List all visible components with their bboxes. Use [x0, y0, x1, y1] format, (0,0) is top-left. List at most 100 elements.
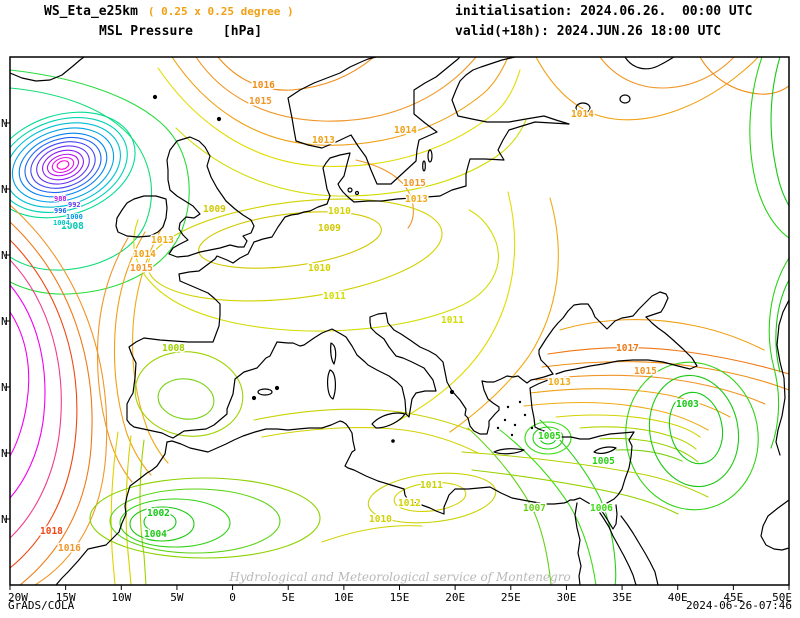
svg-text:1015: 1015 — [130, 263, 153, 274]
svg-text:1013: 1013 — [151, 235, 174, 246]
axis-ticks-layer: 20W 15W 10W 5W 0 5E 10E 15E 20E 25E 30E 35E 40E 45E 50… — [1, 117, 792, 604]
coast-africa-atlantic — [55, 441, 168, 585]
svg-text:1000: 1000 — [66, 213, 83, 221]
valid-time-label: valid(+18h): 2024.JUN.26 18:00 UTC — [455, 24, 722, 39]
svg-text:1002: 1002 — [147, 508, 170, 519]
svg-text:N: N — [1, 381, 8, 394]
coast-red-sea-east — [620, 515, 659, 585]
svg-text:1010: 1010 — [369, 514, 392, 525]
island-gotland — [427, 149, 433, 163]
svg-text:35E: 35E — [612, 591, 632, 604]
svg-text:5E: 5E — [282, 591, 295, 604]
svg-text:15E: 15E — [390, 591, 410, 604]
island-malta — [391, 439, 395, 443]
coast-finland — [451, 57, 570, 125]
coast-scandinavia — [287, 57, 461, 185]
island-corsica — [330, 342, 337, 365]
svg-text:1013: 1013 — [312, 135, 335, 146]
island-menorca — [274, 385, 280, 391]
island-oland — [422, 160, 426, 172]
svg-text:1009: 1009 — [203, 204, 226, 215]
svg-text:N: N — [1, 513, 8, 526]
coast-turkey-levant-africa — [166, 379, 635, 515]
svg-text:25E: 25E — [501, 591, 521, 604]
svg-text:40E: 40E — [668, 591, 688, 604]
island-crete — [493, 448, 525, 455]
svg-text:30E: 30E — [556, 591, 576, 604]
coastlines-layer — [10, 57, 789, 585]
svg-text:1015: 1015 — [249, 96, 272, 107]
coast-iceland — [10, 57, 85, 82]
init-time-label: initialisation: 2024.06.26. 00:00 UTC — [455, 4, 753, 19]
svg-text:1004: 1004 — [53, 219, 70, 227]
svg-text:50E: 50E — [772, 591, 792, 604]
coast-ireland — [115, 195, 168, 238]
svg-text:1013: 1013 — [405, 194, 428, 205]
footer-generation-timestamp: 2024-06-26-07:46 — [686, 599, 792, 612]
svg-text:N: N — [1, 117, 8, 130]
coast-great-britain — [166, 136, 255, 258]
svg-text:20W: 20W — [8, 591, 28, 604]
svg-text:1007: 1007 — [523, 503, 546, 514]
island-shetland — [216, 116, 222, 122]
resolution-label: ( 0.25 x 0.25 degree ) — [147, 5, 294, 18]
svg-text:1012: 1012 — [398, 498, 421, 509]
svg-text:20E: 20E — [445, 591, 465, 604]
aegean-islands — [496, 400, 534, 437]
coast-adriatic-greece — [385, 312, 554, 435]
svg-text:1005: 1005 — [538, 431, 561, 442]
svg-text:1015: 1015 — [634, 366, 657, 377]
svg-text:1016: 1016 — [252, 80, 275, 91]
svg-text:1003: 1003 — [676, 399, 699, 410]
island-sardinia — [327, 369, 336, 400]
svg-text:0: 0 — [229, 591, 236, 604]
svg-text:1014: 1014 — [133, 249, 156, 260]
svg-text:1014: 1014 — [571, 109, 594, 120]
coast-south-europe — [172, 312, 437, 439]
field-title: MSL Pressure — [99, 24, 193, 39]
coast-white-sea — [624, 57, 675, 70]
svg-text:1015: 1015 — [403, 178, 426, 189]
contours-layer — [10, 57, 789, 585]
danish-island-1 — [347, 187, 353, 193]
svg-text:1010: 1010 — [328, 206, 351, 217]
coast-sinai — [599, 504, 618, 530]
svg-text:1010: 1010 — [308, 263, 331, 274]
nile-river — [574, 502, 582, 585]
svg-text:1017: 1017 — [616, 343, 639, 354]
svg-text:1018: 1018 — [40, 526, 63, 537]
svg-text:992: 992 — [68, 201, 81, 209]
header-left-line1: WS_Eta_e25km ( 0.25 x 0.25 degree ) — [44, 4, 294, 19]
coast-black-sea-west — [538, 291, 669, 375]
svg-text:1005: 1005 — [592, 456, 615, 467]
svg-text:N: N — [1, 183, 8, 196]
coast-caspian — [775, 299, 789, 456]
danish-island-2 — [354, 190, 360, 196]
coast-west-europe-baltic — [126, 121, 570, 439]
atlantic-low-rings — [10, 111, 136, 219]
svg-text:1013: 1013 — [548, 377, 571, 388]
lake-ladoga — [575, 102, 591, 114]
svg-text:15W: 15W — [56, 591, 76, 604]
svg-text:N: N — [1, 315, 8, 328]
svg-text:988: 988 — [54, 195, 67, 203]
svg-text:1008: 1008 — [162, 343, 185, 354]
svg-text:N: N — [1, 249, 8, 262]
svg-text:10W: 10W — [111, 591, 131, 604]
svg-text:1011: 1011 — [420, 480, 443, 491]
svg-text:1011: 1011 — [441, 315, 464, 326]
island-ibiza — [251, 395, 257, 401]
svg-text:45E: 45E — [723, 591, 743, 604]
svg-text:N: N — [1, 447, 8, 460]
svg-text:1004: 1004 — [144, 529, 167, 540]
island-cyprus — [593, 446, 617, 454]
coast-black-sea-east-turkey — [555, 316, 698, 375]
units-label: [hPa] — [222, 24, 263, 39]
header-left-line2: MSL Pressure [hPa] — [99, 24, 262, 39]
svg-text:1008: 1008 — [61, 221, 84, 232]
svg-text:1006: 1006 — [590, 503, 613, 514]
footer-grads-credit: GrADS/COLA — [8, 599, 75, 612]
svg-text:1011: 1011 — [323, 291, 346, 302]
